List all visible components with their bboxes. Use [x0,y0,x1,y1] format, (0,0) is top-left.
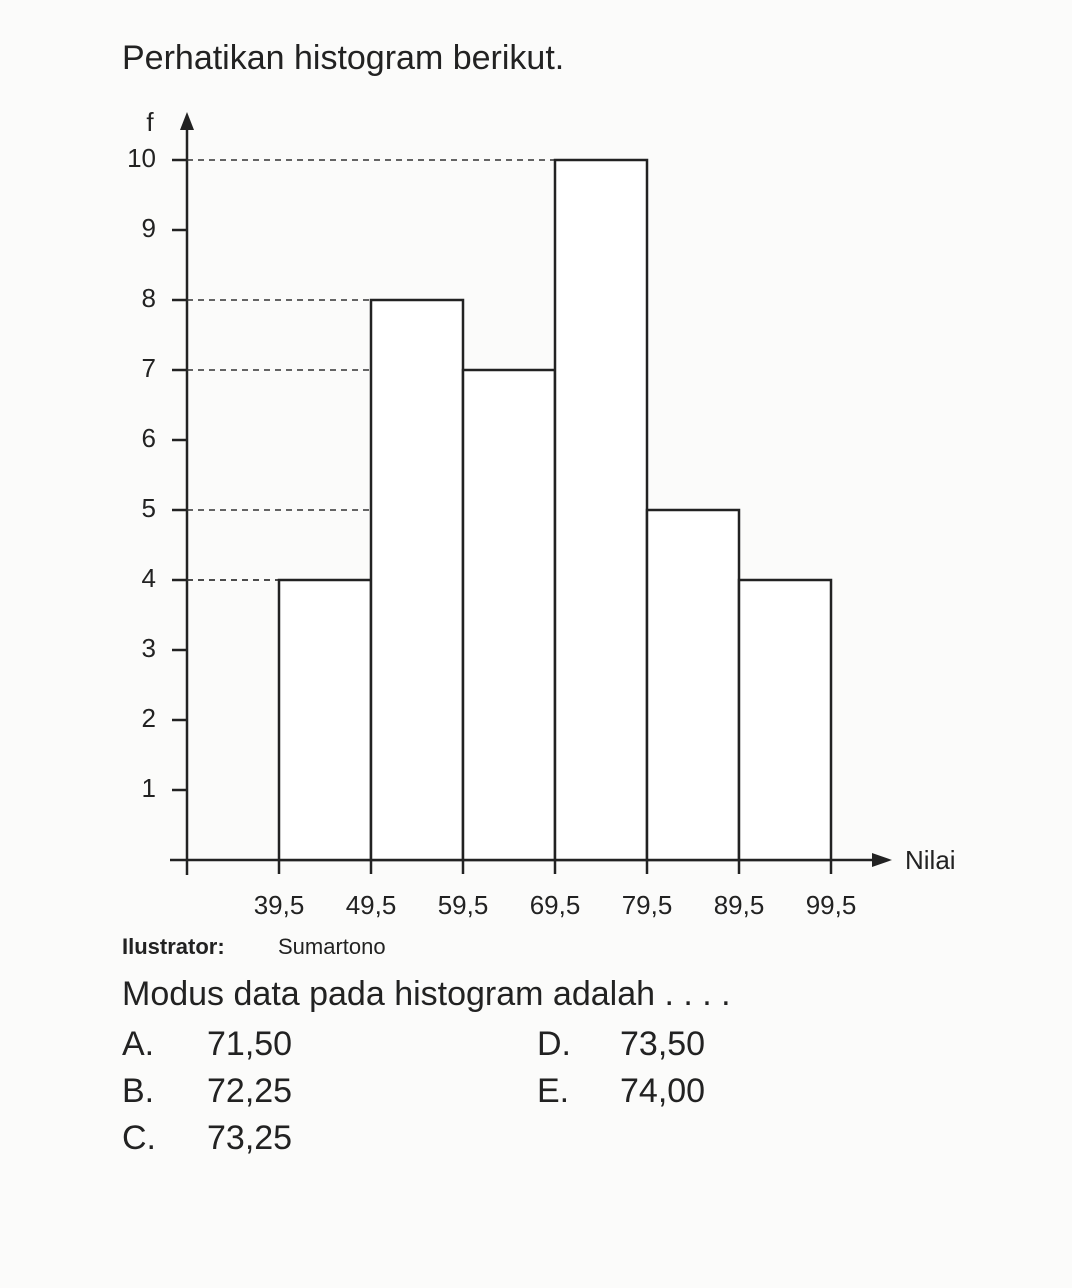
x-tick-label: 89,5 [714,890,765,920]
option-text: 74,00 [620,1072,705,1110]
bar [369,298,465,862]
x-tick-label: 49,5 [346,890,397,920]
x-tick-label: 99,5 [806,890,857,920]
y-tick-label: 1 [142,773,156,803]
y-tick-label: 5 [142,493,156,523]
option-text: 73,25 [207,1119,292,1157]
option-letter: A. [122,1025,154,1063]
credit-name: Sumartono [278,934,386,959]
x-tick-label: 39,5 [254,890,305,920]
option-letter: E. [537,1072,569,1110]
bar [645,508,741,862]
y-axis-label: f [146,107,154,137]
bar [277,578,373,862]
x-axis-label: Nilai [905,845,956,875]
y-tick-label: 3 [142,633,156,663]
option-letter: D. [537,1025,571,1063]
x-tick-label: 69,5 [530,890,581,920]
bar [737,578,833,862]
y-tick-label: 2 [142,703,156,733]
credit-label: Ilustrator: [122,934,225,959]
y-tick-label: 10 [127,143,156,173]
y-tick-label: 9 [142,213,156,243]
y-tick-label: 8 [142,283,156,313]
x-arrow [872,853,892,867]
option-letter: C. [122,1119,156,1157]
intro: Perhatikan histogram berikut. [122,39,564,77]
option-text: 73,50 [620,1025,705,1063]
option-letter: B. [122,1072,154,1110]
y-tick-label: 7 [142,353,156,383]
question: Modus data pada histogram adalah . . . . [122,975,731,1013]
option-text: 71,50 [207,1025,292,1063]
bar [553,158,649,862]
y-tick-label: 6 [142,423,156,453]
y-arrow [180,112,194,130]
bar [461,368,557,862]
x-tick-label: 59,5 [438,890,489,920]
y-tick-label: 4 [142,563,156,593]
option-text: 72,25 [207,1072,292,1110]
x-tick-label: 79,5 [622,890,673,920]
